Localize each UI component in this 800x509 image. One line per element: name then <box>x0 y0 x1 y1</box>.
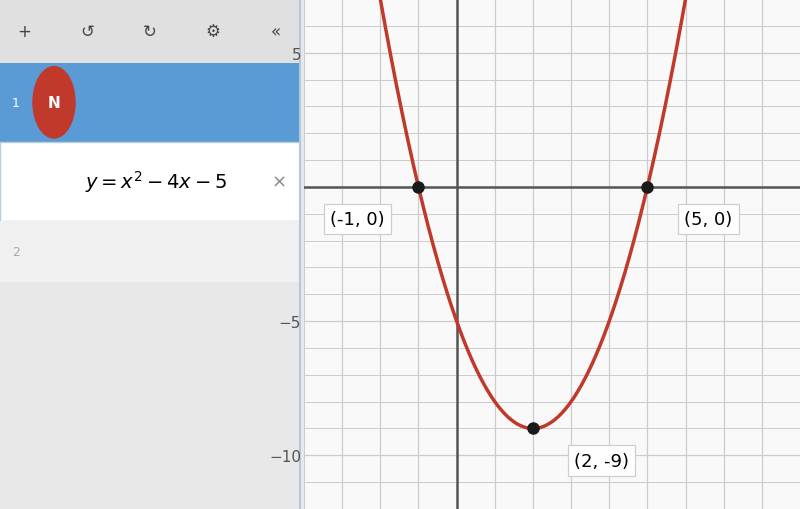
Text: (-1, 0): (-1, 0) <box>330 211 385 229</box>
Text: +: + <box>17 23 31 41</box>
Text: 1: 1 <box>12 97 20 109</box>
Text: 2: 2 <box>12 245 20 259</box>
Text: ×: × <box>271 173 286 191</box>
Text: ↺: ↺ <box>80 23 94 41</box>
FancyBboxPatch shape <box>0 0 300 64</box>
Text: (2, -9): (2, -9) <box>574 452 629 470</box>
FancyBboxPatch shape <box>0 143 300 221</box>
Text: N: N <box>48 96 60 110</box>
Text: ↻: ↻ <box>143 23 157 41</box>
Text: (5, 0): (5, 0) <box>684 211 733 229</box>
Text: $y = x^2 - 4x - 5$: $y = x^2 - 4x - 5$ <box>85 169 227 195</box>
FancyBboxPatch shape <box>0 64 300 143</box>
Text: «: « <box>271 23 281 41</box>
Circle shape <box>33 67 75 138</box>
Text: ⚙: ⚙ <box>206 23 221 41</box>
FancyBboxPatch shape <box>0 221 300 282</box>
